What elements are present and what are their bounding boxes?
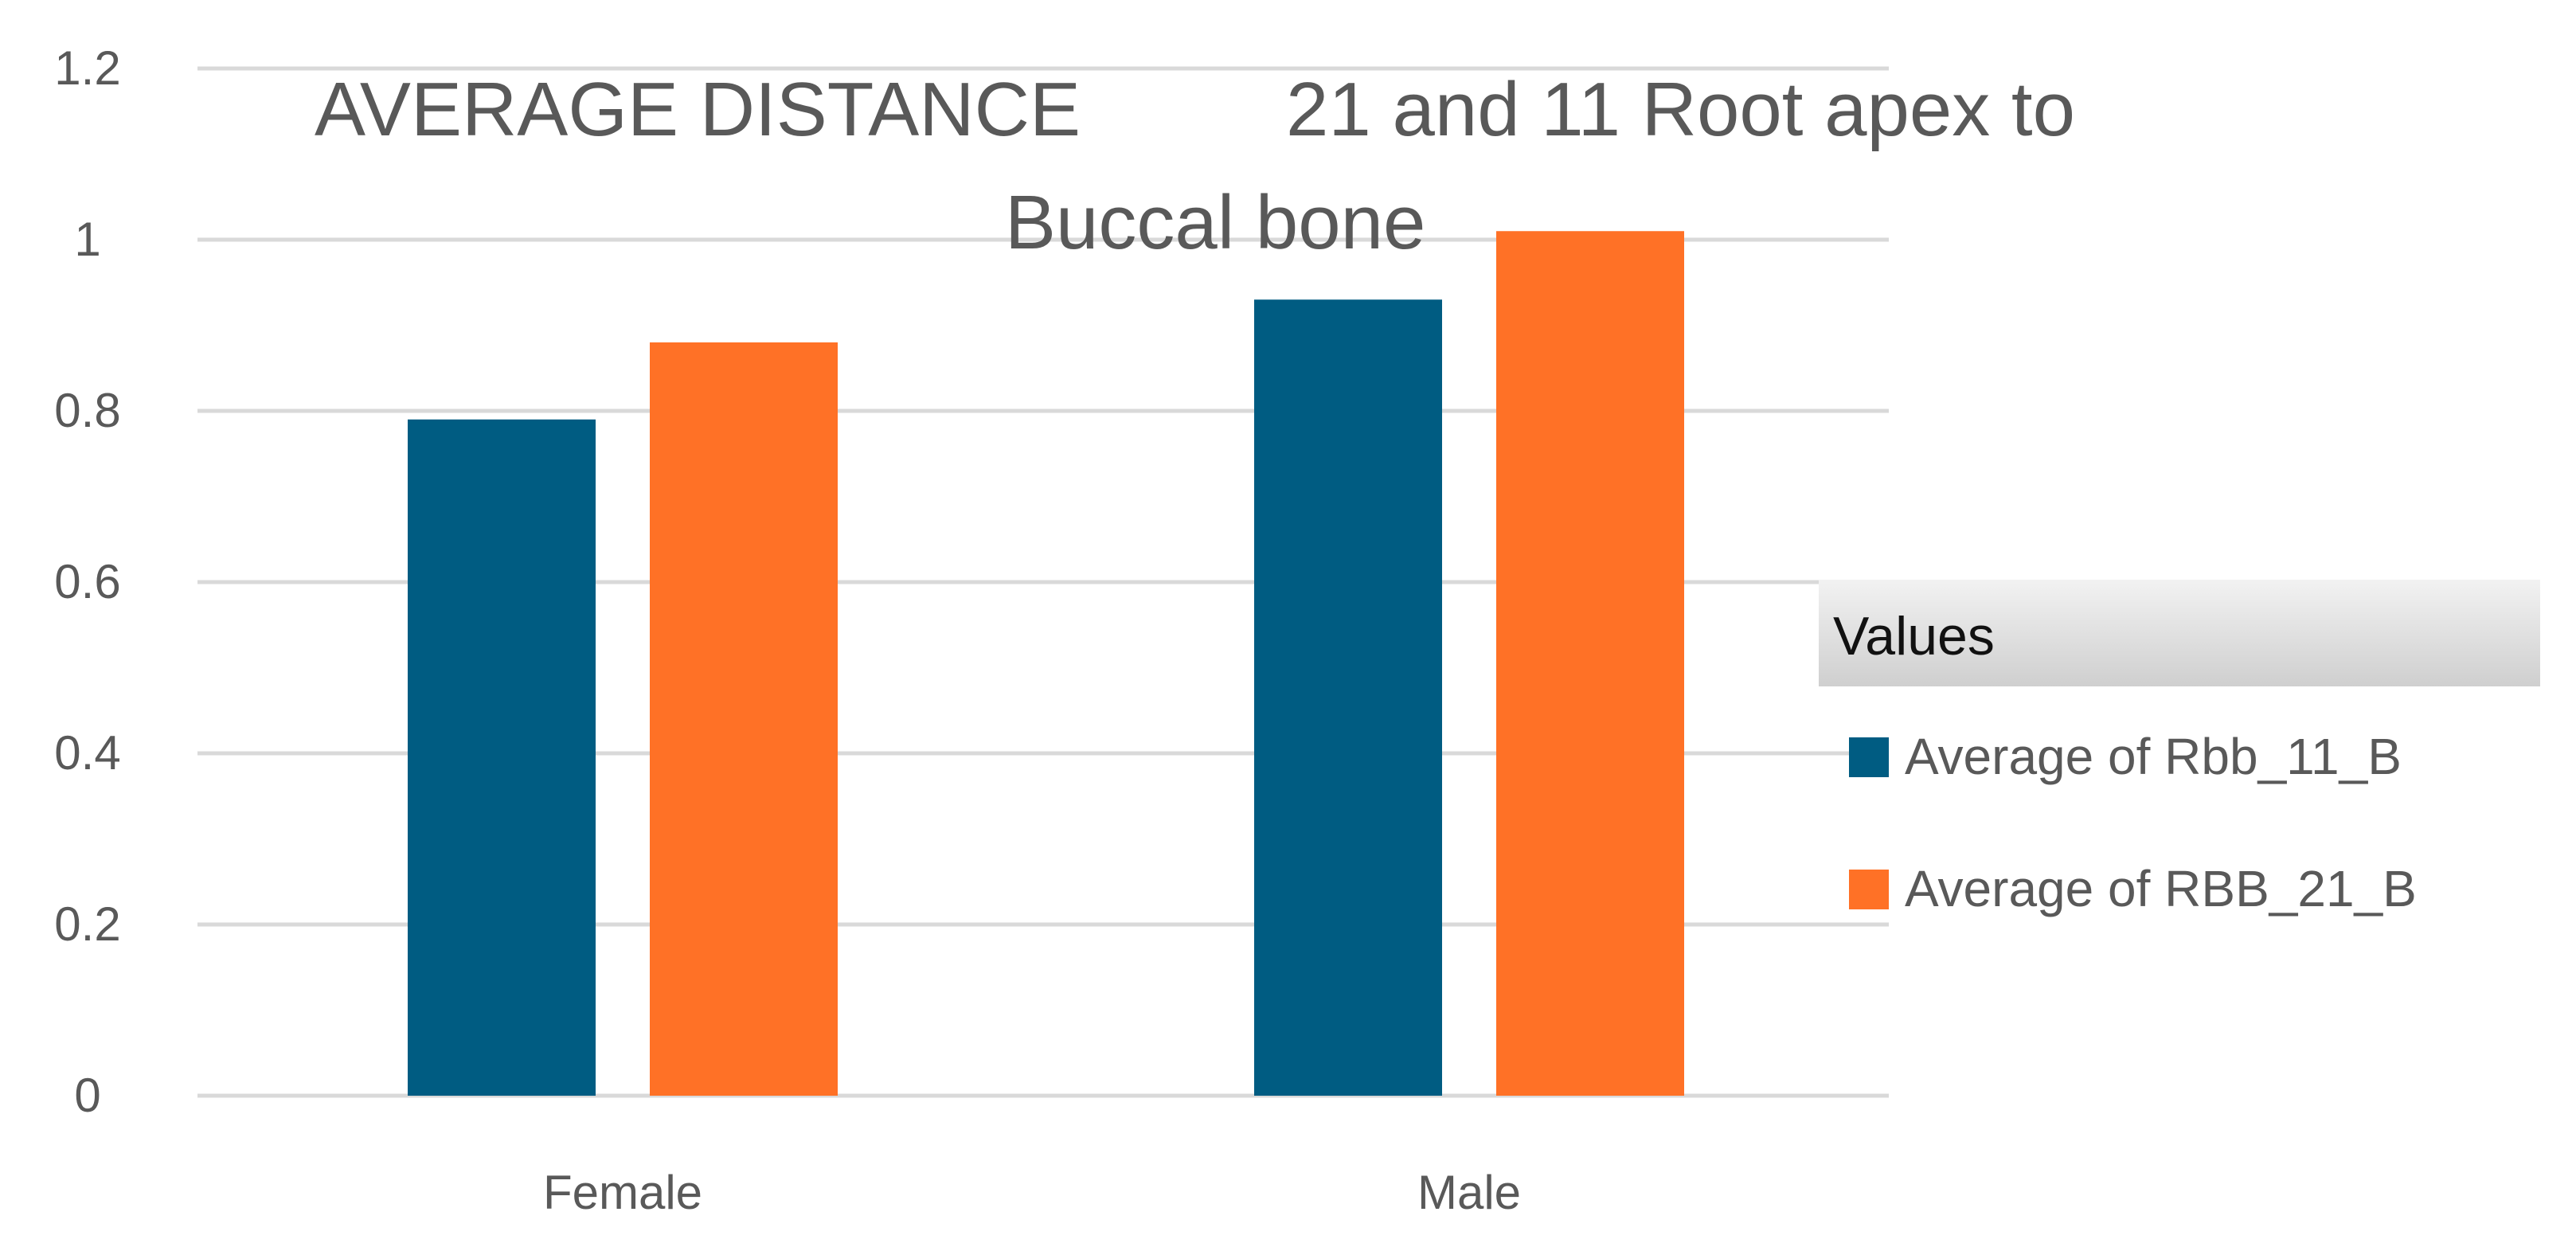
bar-1-female xyxy=(408,419,596,1096)
chart-title: AVERAGE DISTANCE 21 and 11 Root apex to … xyxy=(315,67,2075,265)
bar-2-male xyxy=(1496,231,1684,1096)
legend-title: Values xyxy=(1833,606,1995,666)
y-tick-label: 0 xyxy=(74,1069,100,1122)
x-axis-ticks: Female Male xyxy=(543,1166,1521,1219)
y-tick-label: 0.8 xyxy=(54,384,120,437)
chart-title-line1-part2: 21 and 11 Root apex to xyxy=(1286,67,2075,152)
legend-items: Average of Rbb_11_B Average of RBB_21_B xyxy=(1849,728,2417,917)
legend-label: Average of Rbb_11_B xyxy=(1905,728,2402,785)
chart-title-line1-part1: AVERAGE DISTANCE xyxy=(315,67,1081,152)
legend-header xyxy=(1819,580,2540,686)
legend-swatch xyxy=(1849,737,1889,777)
legend-swatch xyxy=(1849,870,1889,909)
bar-2-female xyxy=(650,342,838,1096)
y-axis-ticks: 0 0.2 0.4 0.6 0.8 1 1.2 xyxy=(54,41,120,1122)
y-tick-label: 0.2 xyxy=(54,897,120,951)
chart-title-line2: Buccal bone xyxy=(1005,180,1425,265)
bars xyxy=(408,231,1684,1096)
y-tick-label: 1.2 xyxy=(54,41,120,95)
legend-label: Average of RBB_21_B xyxy=(1905,860,2417,917)
x-tick-label: Male xyxy=(1417,1166,1521,1219)
x-tick-label: Female xyxy=(543,1166,702,1219)
y-tick-label: 1 xyxy=(74,213,100,266)
legend: Values Average of Rbb_11_B Average of RBB… xyxy=(1819,580,2540,917)
bar-1-male xyxy=(1254,299,1442,1096)
y-tick-label: 0.4 xyxy=(54,726,120,780)
y-tick-label: 0.6 xyxy=(54,555,120,608)
